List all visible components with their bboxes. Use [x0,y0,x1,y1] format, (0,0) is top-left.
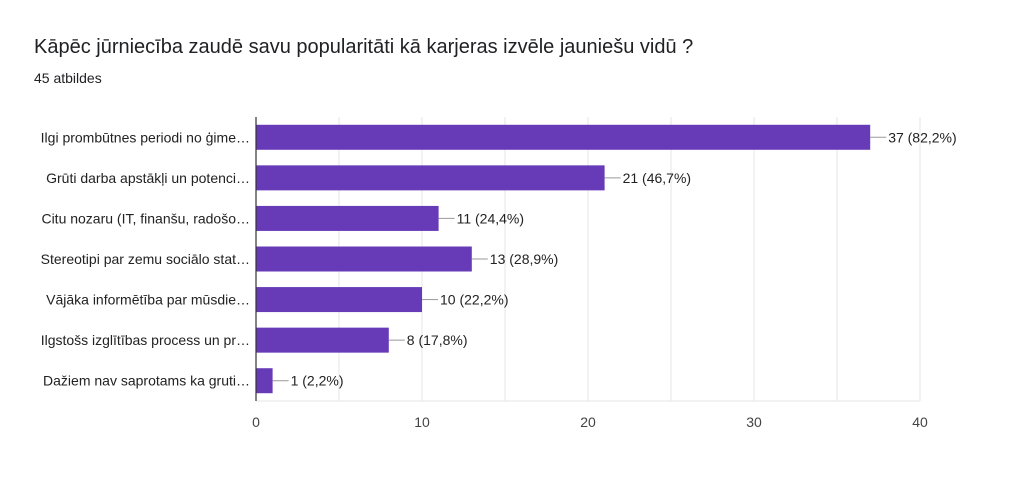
chart-title: Kāpēc jūrniecība zaudē savu popularitāti… [34,36,694,58]
bar[interactable] [256,124,871,150]
x-tick-label: 30 [746,414,762,430]
bar[interactable] [256,287,422,313]
x-tick-label: 10 [414,414,430,430]
data-label: 37 (82,2%) [888,129,956,145]
bar[interactable] [256,368,273,394]
x-tick-label: 20 [580,414,596,430]
data-label: 21 (46,7%) [623,170,691,186]
bar[interactable] [256,246,472,272]
bar[interactable] [256,165,605,191]
category-label: Ilgstošs izglītības process un pr… [41,332,250,348]
x-tick-label: 0 [252,414,260,430]
data-label: 11 (24,4%) [457,210,524,226]
data-label: 1 (2,2%) [291,373,344,389]
category-label: Dažiem nav saprotams ka gruti… [43,373,250,389]
data-label: 8 (17,8%) [407,332,468,348]
category-label: Vājāka informētība par mūsdie… [46,292,250,308]
category-label: Stereotipi par zemu sociālo stat… [41,251,250,267]
bar[interactable] [256,327,389,353]
data-label: 13 (28,9%) [490,251,558,267]
category-label: Citu nozaru (IT, finanšu, radošo… [41,210,250,226]
x-tick-label: 40 [912,414,928,430]
category-label: Ilgi prombūtnes periodi no ģime… [41,129,250,145]
response-count: 45 atbildes [34,70,102,86]
data-label: 10 (22,2%) [440,292,508,308]
category-label: Grūti darba apstākļi un potenci… [46,170,250,186]
bar[interactable] [256,205,439,231]
